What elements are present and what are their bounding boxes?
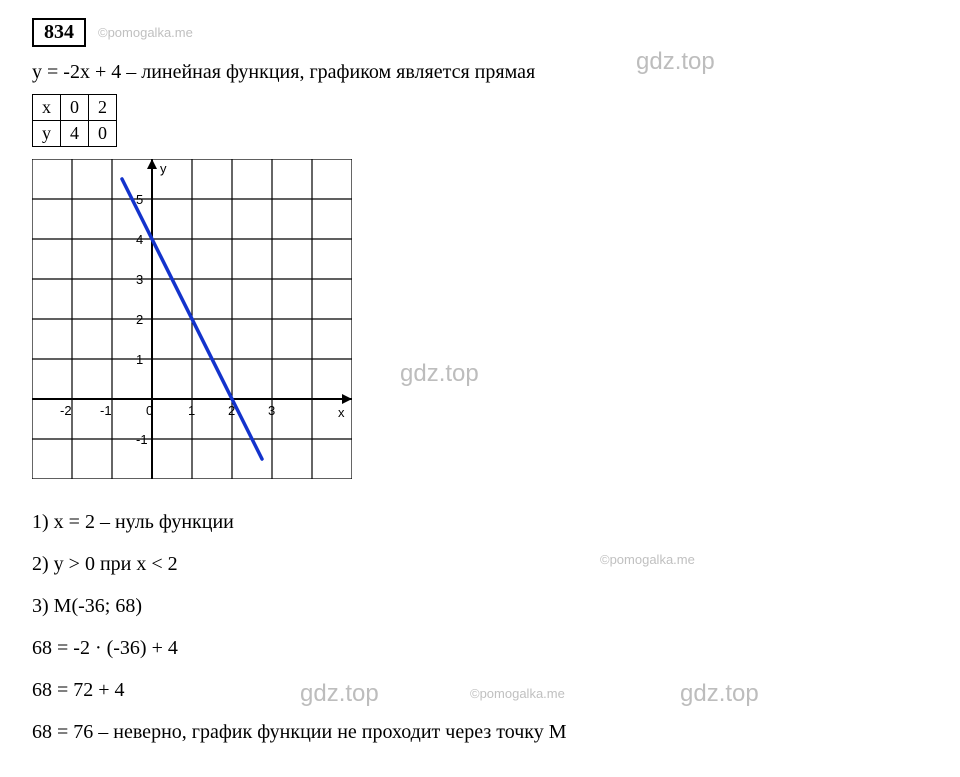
cell: 2 [89,95,117,121]
header-row: 834 ©pomogalka.me [32,18,928,47]
answers-block: 1) x = 2 – нуль функции 2) y > 0 при x <… [32,501,928,753]
answer-line: 1) x = 2 – нуль функции [32,501,928,543]
watermark-top: ©pomogalka.me [98,25,193,40]
answer-line: 2) y > 0 при x < 2 [32,543,928,585]
chart-svg: -3-2-10123-112345xy [32,159,352,479]
watermark-pomo-2: ©pomogalka.me [600,552,695,567]
svg-text:-1: -1 [136,432,148,447]
svg-text:-1: -1 [100,403,112,418]
xy-value-table: x 0 2 y 4 0 [32,94,117,147]
cell: y [33,121,61,147]
svg-text:y: y [160,161,167,176]
cell: x [33,95,61,121]
watermark-gdz-2: gdz.top [400,360,479,388]
svg-text:3: 3 [136,272,143,287]
svg-text:3: 3 [268,403,275,418]
table-row: x 0 2 [33,95,117,121]
svg-text:x: x [338,405,345,420]
cell: 4 [61,121,89,147]
chart-container: -3-2-10123-112345xy [32,159,352,479]
svg-text:2: 2 [136,312,143,327]
svg-text:5: 5 [136,192,143,207]
answer-line: 68 = -2 · (-36) + 4 [32,627,928,669]
svg-text:-2: -2 [60,403,72,418]
svg-text:0: 0 [146,403,153,418]
answer-line: 68 = 76 – неверно, график функции не про… [32,711,928,753]
svg-text:4: 4 [136,232,143,247]
equation-line: y = -2x + 4 – линейная функция, графиком… [32,61,928,84]
watermark-gdz-1: gdz.top [636,48,715,76]
cell: 0 [61,95,89,121]
table-row: y 4 0 [33,121,117,147]
cell: 0 [89,121,117,147]
watermark-gdz-3: gdz.top [300,680,379,708]
answer-line: 3) M(-36; 68) [32,585,928,627]
watermark-pomo-3: ©pomogalka.me [470,686,565,701]
svg-text:1: 1 [188,403,195,418]
watermark-gdz-4: gdz.top [680,680,759,708]
svg-text:1: 1 [136,352,143,367]
problem-number-box: 834 [32,18,86,47]
